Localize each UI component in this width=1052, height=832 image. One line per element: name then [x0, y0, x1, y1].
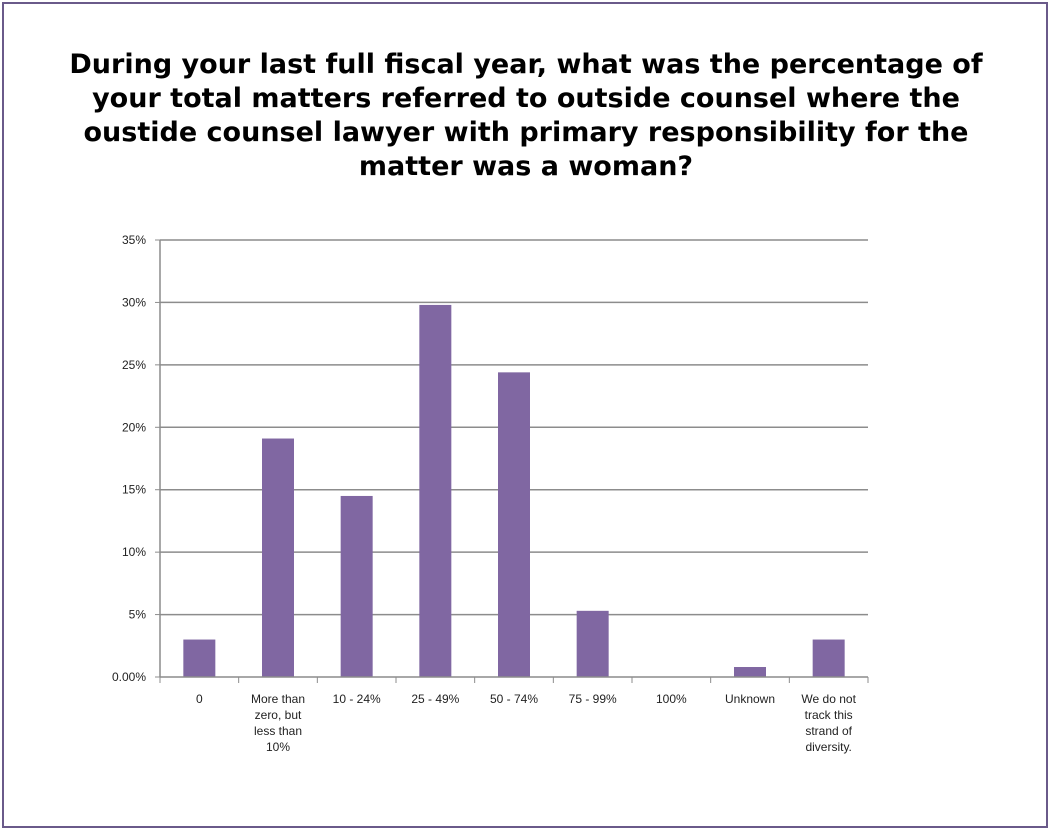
x-tick-label: We do not track this strand of diversity.: [801, 692, 856, 754]
y-tick-label: 0.00%: [112, 670, 146, 684]
y-tick-label: 20%: [122, 420, 146, 434]
bar: [812, 639, 845, 677]
y-tick-label: 10%: [122, 545, 146, 559]
y-tick-label: 15%: [122, 483, 146, 497]
chart-title: During your last full fiscal year, what …: [69, 49, 983, 182]
x-tick-label: 100%: [656, 692, 687, 706]
y-tick-label: 25%: [122, 358, 146, 372]
x-tick-label: 50 - 74%: [490, 692, 538, 706]
bar: [262, 438, 294, 677]
bar: [419, 304, 452, 677]
y-tick-label: 30%: [122, 295, 146, 309]
x-tick-label: More than zero, but less than 10%: [251, 692, 305, 754]
bar: [183, 639, 216, 677]
bar: [340, 495, 373, 677]
x-tick-labels: 0 More than zero, but less than 10% 10 - 24% 2…: [196, 692, 857, 754]
x-tick-label: 25 - 49%: [411, 692, 459, 706]
bar: [498, 372, 530, 677]
bar: [734, 667, 766, 677]
bar: [576, 610, 609, 677]
x-tick-label: 0: [196, 692, 203, 706]
y-tick-label: 35%: [122, 233, 146, 247]
axes: [155, 239, 869, 683]
bars: [183, 304, 845, 677]
x-tick-label: Unknown: [725, 692, 775, 706]
x-tick-label: 75 - 99%: [569, 692, 617, 706]
x-tick-label: 10 - 24%: [333, 692, 381, 706]
y-tick-label: 5%: [129, 608, 147, 622]
y-tick-labels: 0.00% 5% 10% 15% 20% 25% 30% 35%: [112, 233, 146, 684]
